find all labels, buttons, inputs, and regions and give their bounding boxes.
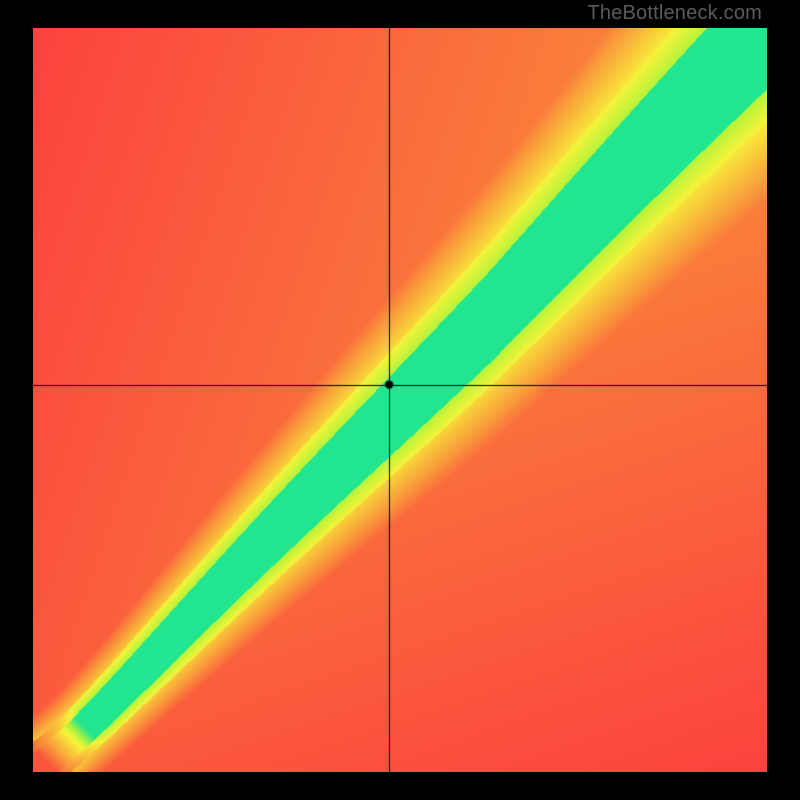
heatmap-canvas bbox=[33, 28, 767, 772]
chart-frame: TheBottleneck.com bbox=[0, 0, 800, 800]
plot-area bbox=[33, 28, 767, 772]
watermark-text: TheBottleneck.com bbox=[587, 2, 762, 25]
